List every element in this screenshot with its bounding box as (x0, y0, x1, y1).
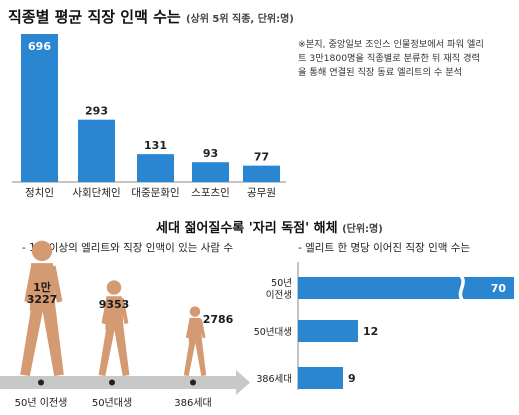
section-title-text: 세대 젊어질수록 '자리 독점' 해체 (156, 221, 338, 236)
figure-arm-front (118, 298, 129, 325)
figure-leg-front (195, 341, 207, 376)
top-category-label: 대중문화인 (131, 187, 179, 199)
figure-head (31, 240, 53, 262)
section-title: 세대 젊어질수록 '자리 독점' 해체 (단위:명) (156, 217, 383, 236)
figure-leg-front (114, 327, 130, 376)
h-bar-value: 70 (491, 282, 507, 295)
top-bar-value: 77 (254, 151, 269, 164)
top-bar (78, 119, 115, 182)
top-category-label: 스포츠인 (191, 187, 230, 199)
top-bar-value: 131 (144, 139, 167, 152)
top-bar (21, 34, 58, 182)
source-note: ※본지, 중앙일보 조인스 인물정보에서 파워 엘리트 3만1800명을 직종별… (298, 39, 484, 78)
timeline-arrowhead (236, 370, 250, 395)
top-bar (192, 162, 229, 182)
person-figure (20, 240, 64, 376)
top-bar (243, 165, 280, 182)
timeline-dot (38, 379, 44, 386)
top-bar-value: 93 (203, 147, 218, 160)
figure-arm-front (198, 319, 206, 339)
h-category-label: 이전생 (266, 290, 292, 301)
h-bar-value: 9 (348, 372, 356, 385)
figure-value-label: 2786 (203, 313, 234, 326)
h-category-label: 50년대생 (254, 327, 292, 338)
figure-arm-back (24, 265, 38, 303)
h-category-label: 386세대 (256, 374, 292, 385)
figure-torso (188, 317, 202, 343)
timeline-label: 50년대생 (92, 397, 132, 409)
h-bar-value: 12 (363, 325, 378, 338)
figure-arm-front (48, 265, 63, 303)
timeline-dot (109, 379, 115, 386)
chart-title: 직종별 평균 직장 인맥 수는 (상위 5위 직종, 단위:명) (8, 6, 294, 27)
axis-break-mark (458, 273, 465, 303)
top-bar-value: 293 (85, 105, 108, 118)
figure-head (106, 280, 122, 295)
top-category-label: 사회단체인 (72, 187, 120, 199)
top-category-label: 정치인 (25, 187, 54, 199)
h-bar (298, 320, 358, 342)
figure-arm-back (185, 319, 193, 339)
timeline-band (0, 376, 236, 389)
figure-arm-back (101, 298, 112, 325)
figure-torso (105, 296, 124, 330)
figure-leg-back (183, 341, 196, 376)
figure-torso (29, 263, 56, 311)
timeline-arrow (0, 370, 250, 395)
top-category-label: 공무원 (247, 187, 276, 199)
right-caption: - 엘리트 한 명당 이어진 직장 인맥 수는 (298, 242, 471, 254)
figure-leg-front (42, 308, 64, 376)
person-figure (98, 280, 130, 376)
timeline-label: 50년 이전생 (15, 397, 68, 409)
h-category-label: 50년 (271, 278, 292, 289)
top-bar (137, 154, 174, 182)
chart-subtitle: (상위 5위 직종, 단위:명) (185, 14, 294, 25)
figure-leg-back (20, 308, 44, 376)
left-caption: - 1명 이상의 엘리트와 직장 인맥이 있는 사람 수 (22, 242, 234, 254)
person-figure (183, 306, 207, 376)
section-unit: (단위:명) (342, 224, 383, 235)
figure-value-label: 1만 (33, 280, 51, 294)
h-bar (298, 277, 514, 299)
timeline-label: 386세대 (174, 397, 212, 409)
figure-value-label: 3227 (27, 293, 58, 306)
figure-value-label: 9353 (99, 298, 130, 311)
timeline-dot (190, 379, 196, 386)
top-bar-value: 696 (28, 40, 51, 53)
chart-title-text: 직종별 평균 직장 인맥 수는 (8, 8, 181, 26)
figure-head (189, 306, 201, 317)
h-bar (298, 367, 343, 389)
figure-leg-back (98, 327, 115, 376)
